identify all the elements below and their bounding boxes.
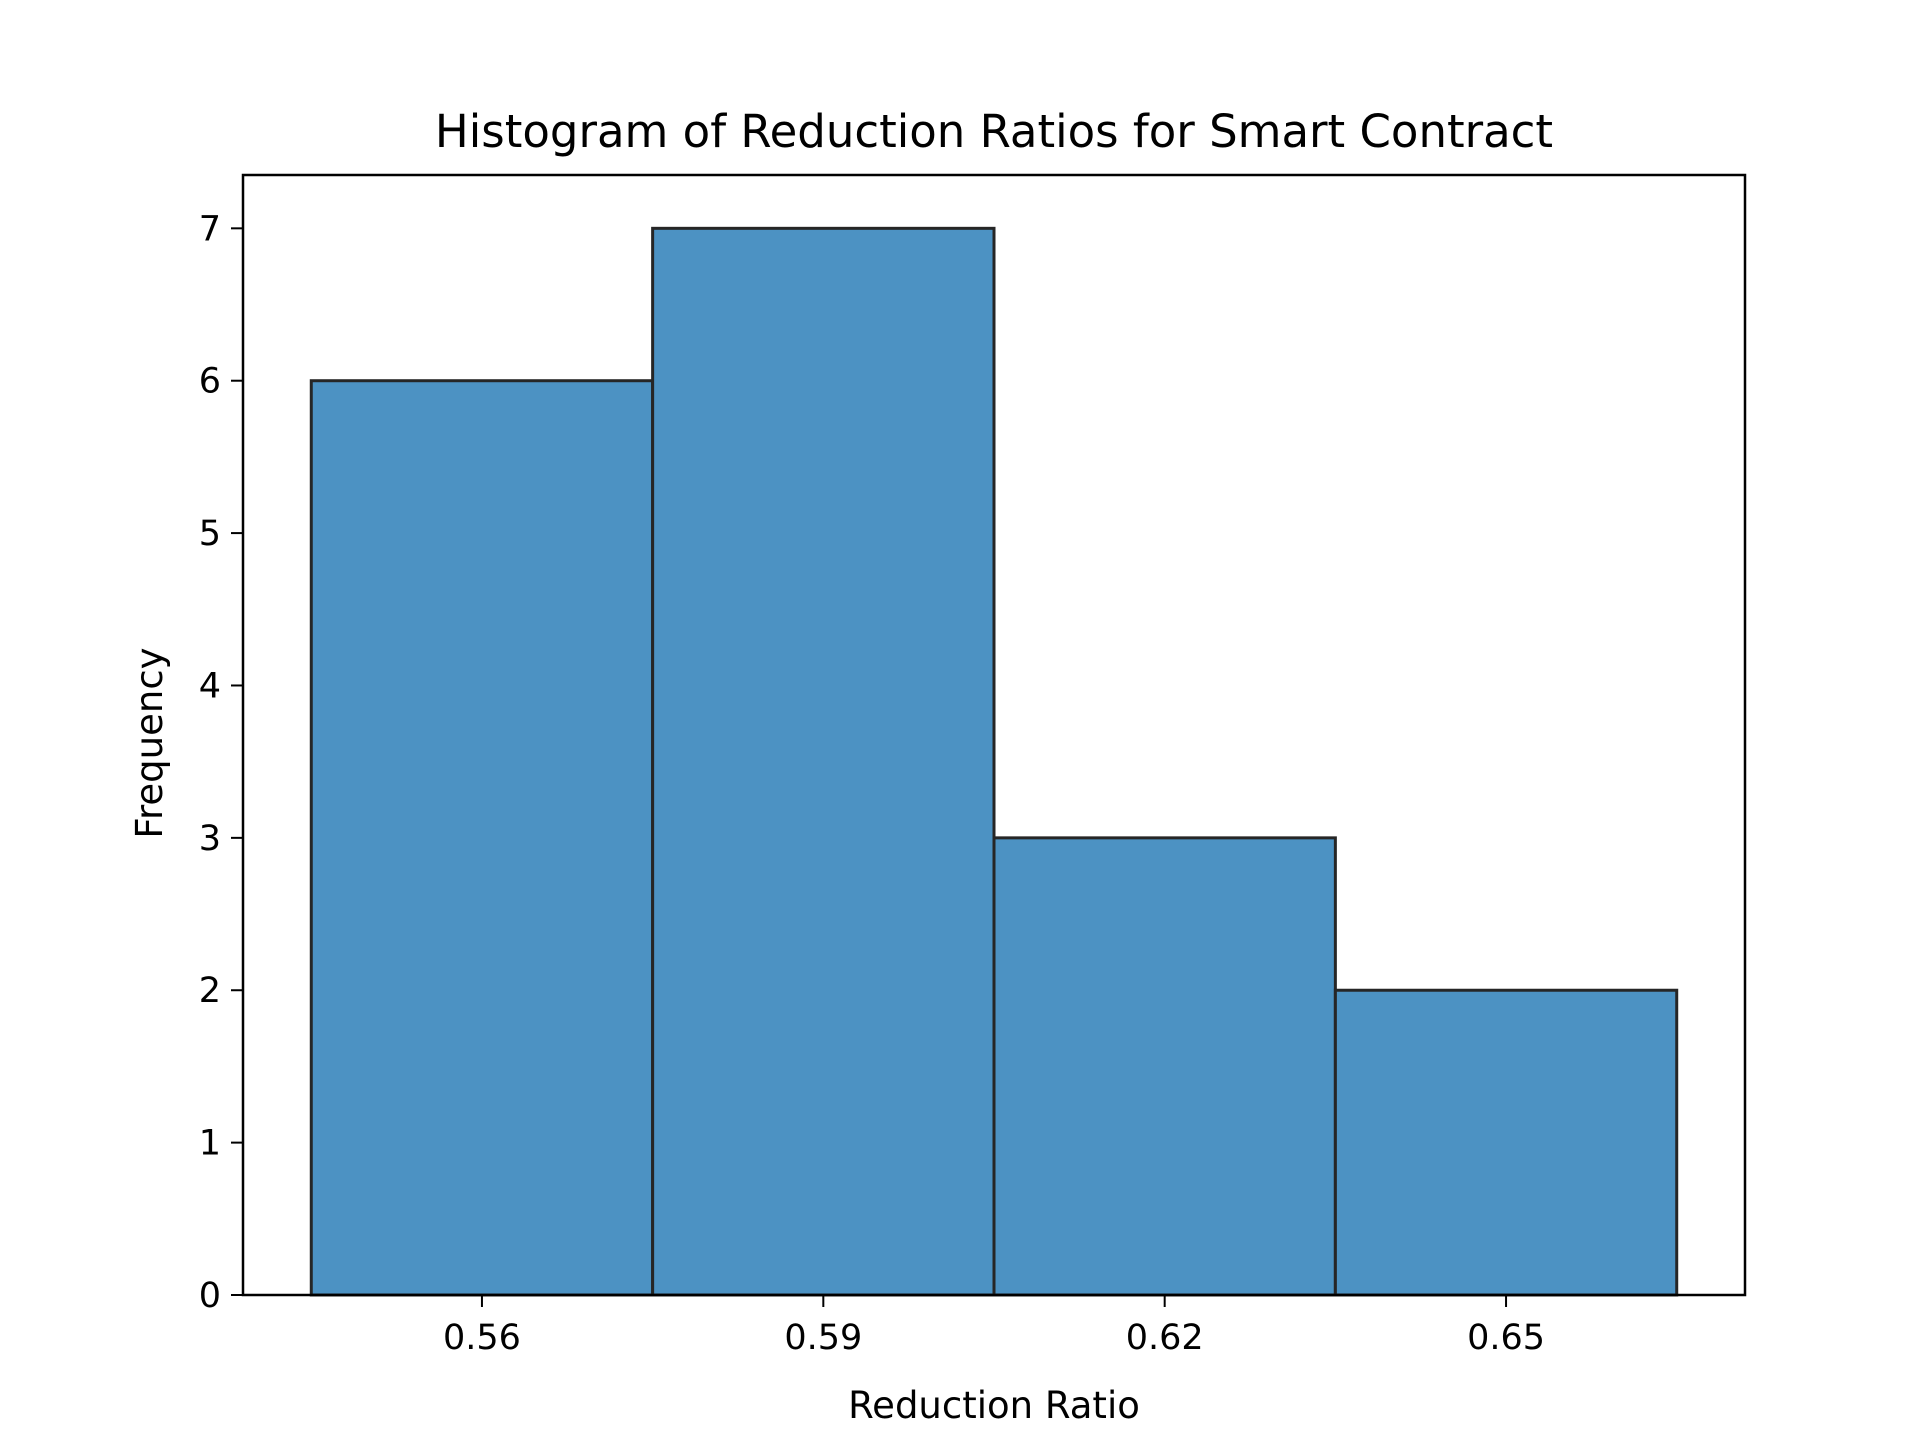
x-tick-label-3: 0.62: [1126, 1318, 1204, 1358]
y-tick-label-5: 4: [199, 666, 221, 706]
y-tick-label-1: 0: [199, 1276, 221, 1316]
histogram-bar-3: [992, 836, 1337, 1297]
y-tick-label-2: 1: [199, 1124, 221, 1164]
x-tick-label-1: 0.56: [443, 1318, 521, 1358]
y-ticks-group: 0 1 2 3 4 5 6 7: [199, 209, 243, 1316]
y-tick-label-7: 6: [199, 362, 221, 402]
chart-title: Histogram of Reduction Ratios for Smart …: [435, 105, 1553, 158]
bars-group: [309, 226, 1679, 1297]
axes-frame: [241, 173, 1747, 1297]
histogram-bar-2: [651, 226, 996, 1297]
x-tick-label-2: 0.59: [784, 1318, 862, 1358]
x-ticks-group: 0.56 0.59 0.62 0.65: [443, 1295, 1545, 1358]
histogram-bar-4: [1333, 988, 1679, 1297]
x-tick-label-4: 0.65: [1467, 1318, 1545, 1358]
y-tick-label-6: 5: [199, 514, 221, 554]
y-tick-label-3: 2: [199, 971, 221, 1011]
y-tick-label-4: 3: [199, 819, 221, 859]
histogram-bar-1: [309, 379, 655, 1297]
x-axis-label: Reduction Ratio: [848, 1384, 1140, 1427]
y-axis-label: Frequency: [128, 647, 171, 838]
y-tick-label-8: 7: [199, 209, 221, 249]
